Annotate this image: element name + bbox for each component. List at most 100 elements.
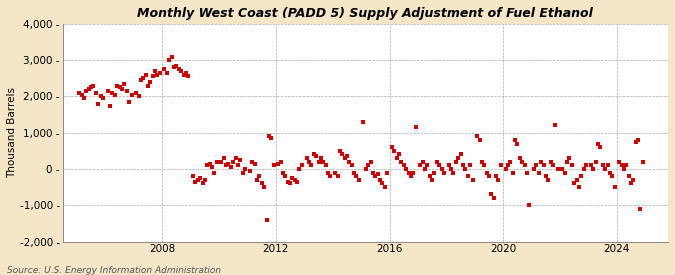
Point	[268, 163, 279, 167]
Point	[564, 156, 575, 160]
Point	[173, 67, 184, 72]
Point	[306, 163, 317, 167]
Point	[197, 181, 208, 186]
Point	[140, 73, 151, 77]
Point	[446, 167, 456, 171]
Point	[464, 163, 475, 167]
Point	[124, 100, 134, 104]
Point	[332, 174, 343, 178]
Point	[439, 170, 450, 175]
Point	[425, 174, 435, 178]
Point	[372, 172, 383, 177]
Point	[448, 170, 459, 175]
Point	[164, 58, 175, 62]
Point	[117, 87, 128, 91]
Point	[585, 163, 596, 167]
Point	[105, 103, 115, 108]
Point	[519, 163, 530, 167]
Point	[294, 167, 305, 171]
Point	[562, 160, 572, 164]
Point	[360, 167, 371, 171]
Point	[308, 152, 319, 157]
Point	[79, 96, 90, 100]
Point	[398, 163, 409, 167]
Point	[475, 138, 485, 142]
Point	[486, 192, 497, 197]
Point	[545, 160, 556, 164]
Point	[228, 160, 239, 164]
Point	[621, 163, 632, 167]
Point	[190, 180, 201, 184]
Point	[491, 174, 502, 178]
Point	[112, 83, 123, 88]
Point	[273, 161, 284, 166]
Point	[450, 160, 461, 164]
Point	[574, 185, 585, 189]
Point	[348, 170, 359, 175]
Point	[500, 167, 511, 171]
Point	[76, 92, 87, 97]
Point	[460, 167, 471, 171]
Point	[458, 163, 468, 167]
Point	[521, 170, 532, 175]
Point	[493, 178, 504, 182]
Point	[219, 156, 230, 160]
Point	[578, 167, 589, 171]
Point	[382, 170, 393, 175]
Point	[126, 92, 137, 97]
Point	[292, 180, 302, 184]
Point	[344, 160, 354, 164]
Point	[597, 163, 608, 167]
Point	[462, 174, 473, 178]
Point	[346, 163, 357, 167]
Point	[342, 154, 352, 158]
Point	[417, 160, 428, 164]
Point	[489, 196, 500, 200]
Point	[590, 160, 601, 164]
Point	[340, 156, 350, 160]
Point	[155, 71, 165, 75]
Point	[256, 181, 267, 186]
Point	[252, 178, 263, 182]
Point	[315, 156, 326, 160]
Point	[249, 161, 260, 166]
Point	[323, 170, 333, 175]
Point	[263, 134, 274, 139]
Point	[240, 167, 250, 171]
Point	[529, 167, 539, 171]
Point	[375, 178, 385, 182]
Point	[221, 163, 232, 167]
Point	[230, 156, 241, 160]
Point	[136, 78, 146, 82]
Point	[566, 163, 577, 167]
Point	[318, 160, 329, 164]
Point	[311, 154, 322, 158]
Point	[351, 174, 362, 178]
Point	[514, 156, 525, 160]
Point	[377, 181, 388, 186]
Point	[114, 85, 125, 90]
Point	[211, 160, 222, 164]
Point	[296, 163, 307, 167]
Point	[557, 167, 568, 171]
Point	[244, 169, 255, 173]
Point	[159, 67, 170, 72]
Point	[481, 170, 492, 175]
Point	[277, 170, 288, 175]
Point	[396, 160, 407, 164]
Point	[614, 160, 624, 164]
Point	[86, 85, 97, 90]
Point	[477, 160, 487, 164]
Point	[427, 178, 437, 182]
Point	[624, 174, 634, 178]
Point	[199, 178, 210, 182]
Point	[599, 167, 610, 171]
Point	[410, 125, 421, 130]
Point	[593, 141, 603, 146]
Point	[630, 140, 641, 144]
Point	[358, 120, 369, 124]
Point	[131, 90, 142, 95]
Point	[259, 185, 269, 189]
Point	[102, 89, 113, 93]
Point	[507, 170, 518, 175]
